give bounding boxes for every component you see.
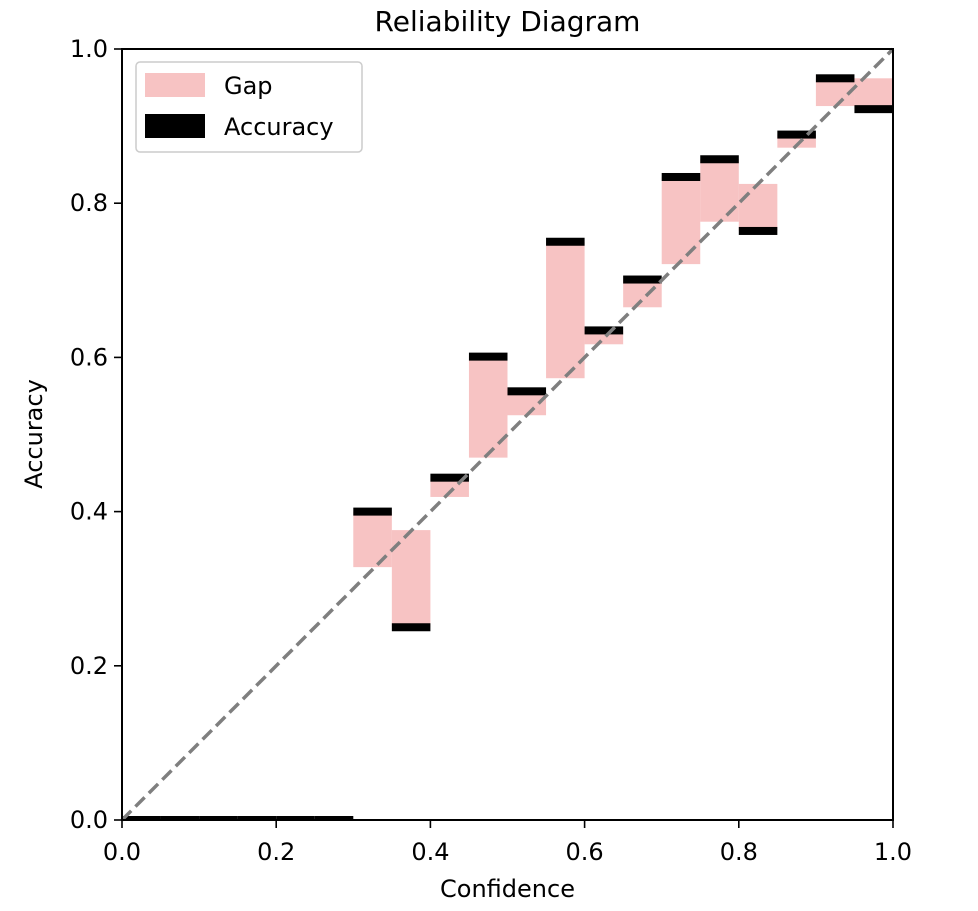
accuracy-bar bbox=[468, 352, 508, 361]
accuracy-bar bbox=[815, 74, 855, 83]
y-tick-label: 0.8 bbox=[70, 189, 108, 217]
y-tick-label: 0.4 bbox=[70, 498, 108, 526]
accuracy-bar bbox=[160, 816, 200, 820]
legend-accuracy-swatch bbox=[145, 114, 205, 138]
x-tick-label: 1.0 bbox=[874, 838, 912, 866]
x-tick-label: 0.8 bbox=[720, 838, 758, 866]
gap-bar bbox=[700, 159, 739, 222]
y-ticks: 0.0 0.2 0.4 0.6 0.8 1.0 bbox=[70, 35, 122, 834]
gap-bar bbox=[623, 279, 662, 308]
gap-bar bbox=[661, 176, 701, 265]
legend-accuracy-label: Accuracy bbox=[224, 113, 334, 141]
accuracy-bars-layer bbox=[122, 74, 893, 820]
gap-bar bbox=[353, 511, 392, 568]
y-tick-label: 0.6 bbox=[70, 343, 108, 371]
y-tick-label: 0.2 bbox=[70, 652, 108, 680]
accuracy-bar bbox=[507, 387, 547, 396]
legend-gap-swatch bbox=[145, 73, 205, 97]
legend-gap-label: Gap bbox=[224, 72, 273, 100]
gap-bars-layer bbox=[353, 78, 893, 628]
accuracy-bar bbox=[430, 473, 469, 482]
accuracy-bar bbox=[122, 816, 161, 820]
accuracy-bar bbox=[738, 226, 778, 235]
accuracy-bar bbox=[237, 816, 277, 820]
accuracy-bar bbox=[391, 623, 431, 632]
gap-bar bbox=[507, 391, 547, 416]
chart-title: Reliability Diagram bbox=[375, 5, 641, 38]
x-ticks: 0.0 0.2 0.4 0.6 0.8 1.0 bbox=[103, 820, 912, 866]
x-tick-label: 0.4 bbox=[411, 838, 449, 866]
x-tick-label: 0.6 bbox=[566, 838, 604, 866]
accuracy-bar bbox=[584, 326, 624, 335]
gap-bar bbox=[391, 530, 431, 628]
accuracy-bar bbox=[314, 816, 354, 820]
y-tick-label: 1.0 bbox=[70, 35, 108, 63]
accuracy-bar bbox=[661, 172, 701, 181]
accuracy-bar bbox=[199, 816, 238, 820]
accuracy-bar bbox=[623, 275, 662, 284]
accuracy-bar bbox=[546, 237, 585, 246]
accuracy-bar bbox=[276, 816, 315, 820]
y-tick-label: 0.0 bbox=[70, 806, 108, 834]
perfect-calibration-line bbox=[120, 47, 895, 822]
gap-bar bbox=[738, 183, 778, 231]
accuracy-bar bbox=[777, 130, 816, 139]
accuracy-bar bbox=[854, 105, 893, 114]
gap-bar bbox=[546, 241, 585, 379]
accuracy-bar bbox=[353, 507, 392, 516]
x-tick-label: 0.2 bbox=[257, 838, 295, 866]
y-axis-label: Accuracy bbox=[20, 379, 48, 489]
accuracy-bar bbox=[700, 155, 739, 164]
x-axis-label: Confidence bbox=[440, 875, 575, 903]
legend: Gap Accuracy bbox=[135, 61, 363, 153]
axes-frame bbox=[121, 48, 894, 821]
gap-bar bbox=[854, 78, 893, 110]
x-tick-label: 0.0 bbox=[103, 838, 141, 866]
